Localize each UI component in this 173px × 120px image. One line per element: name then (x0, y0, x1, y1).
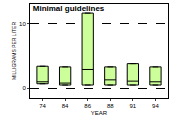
svg-text:86: 86 (84, 103, 91, 109)
svg-text:88: 88 (107, 103, 114, 109)
svg-text:0: 0 (22, 85, 26, 91)
svg-text:91: 91 (130, 103, 137, 109)
svg-text:84: 84 (62, 103, 69, 109)
svg-text:10: 10 (19, 21, 26, 27)
svg-text:94: 94 (152, 103, 159, 109)
svg-text:YEAR: YEAR (91, 110, 108, 116)
svg-text:Minimal guidelines: Minimal guidelines (33, 4, 105, 13)
svg-text:74: 74 (39, 103, 46, 109)
svg-text:MILLIGRAMS PER LITER: MILLIGRAMS PER LITER (11, 22, 17, 80)
